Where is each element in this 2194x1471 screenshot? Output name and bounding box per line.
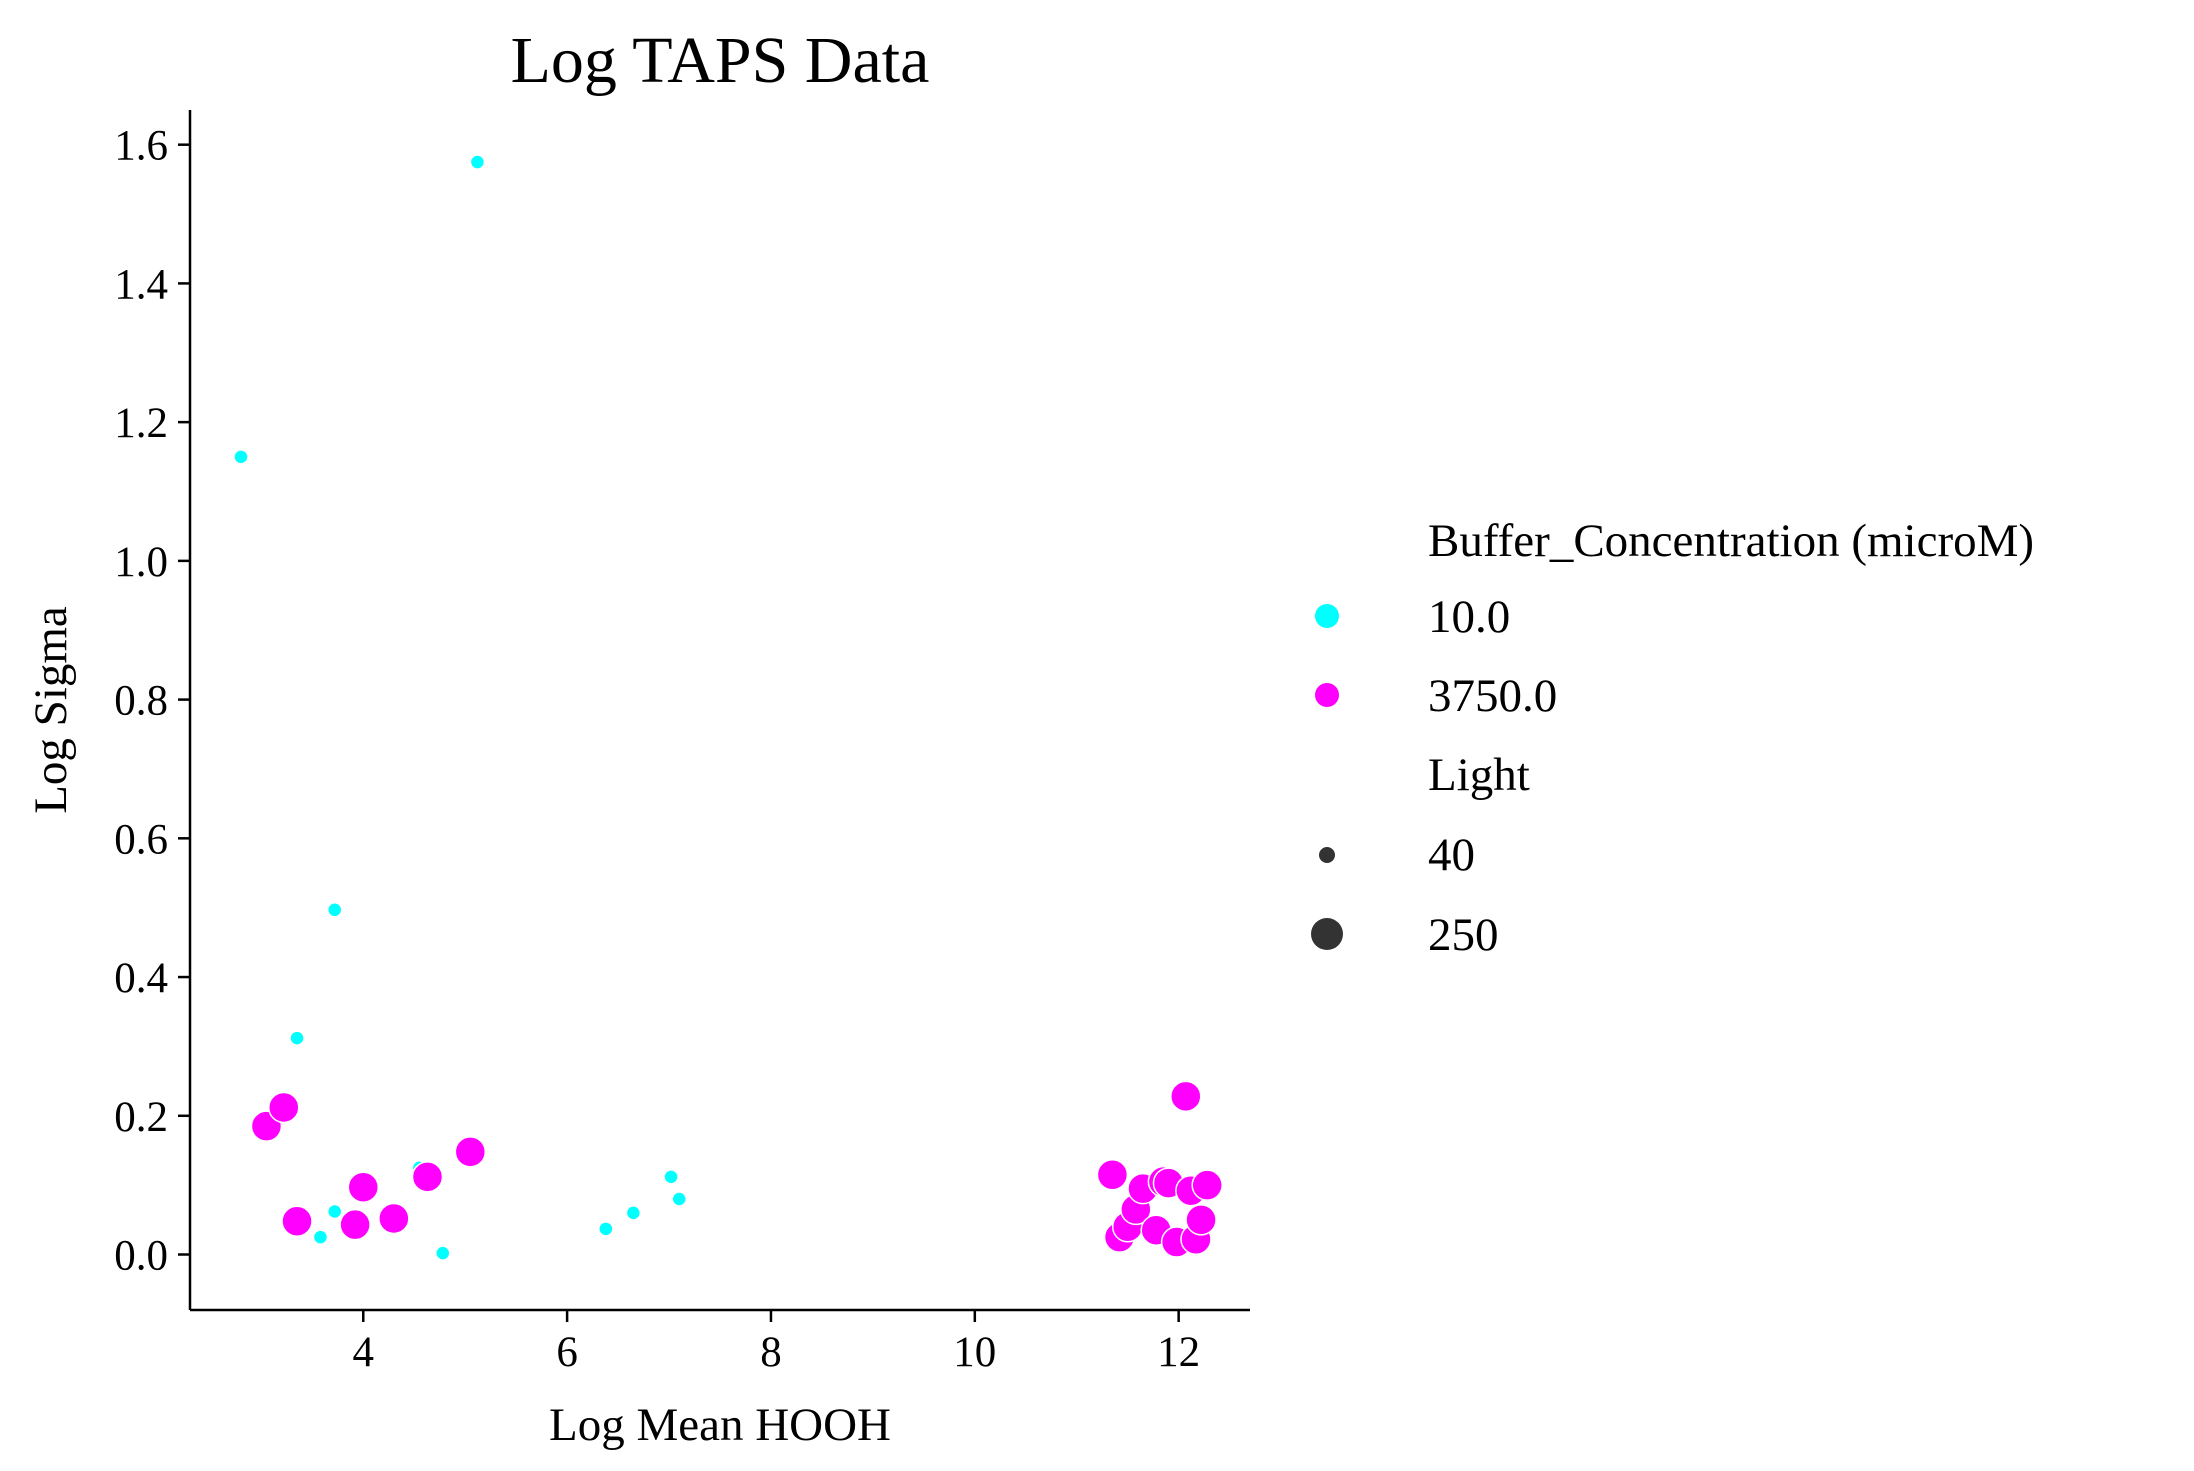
data-point (233, 449, 249, 465)
y-tick-label: 1.0 (114, 539, 168, 586)
y-tick-label: 1.4 (114, 261, 168, 308)
data-point (1191, 1169, 1223, 1201)
y-tick-label: 0.8 (114, 678, 168, 725)
x-tick-label: 6 (556, 1329, 578, 1376)
data-point (312, 1229, 329, 1245)
data-point (454, 1136, 487, 1168)
x-ticks: 4 6 8 10 12 (353, 1310, 1200, 1376)
legend-size-marker-40 (1319, 847, 1335, 863)
legend-size-marker-250 (1311, 918, 1343, 950)
data-point (1096, 1158, 1129, 1191)
x-axis-label: Log Mean HOOH (549, 1399, 891, 1451)
y-ticks: 0.0 0.2 0.4 0.6 0.8 1.0 1.2 1.4 1.6 (114, 123, 190, 1280)
data-point (378, 1202, 410, 1235)
data-point (339, 1208, 371, 1241)
data-points (233, 154, 1223, 1261)
data-point (411, 1161, 444, 1193)
legend-size-title: Light (1428, 749, 1530, 801)
legend-hue-title: Buffer_Concentration (microM) (1428, 515, 2034, 567)
data-point (268, 1091, 300, 1124)
data-point (469, 154, 486, 170)
legend-size-label-40: 40 (1428, 829, 1475, 881)
data-point (326, 902, 343, 918)
data-point (347, 1171, 380, 1203)
data-point (281, 1205, 313, 1237)
y-tick-label: 0.6 (114, 816, 168, 863)
legend-marker-10 (1315, 604, 1339, 628)
y-axis-label: Log Sigma (25, 606, 77, 814)
legend-marker-3750 (1315, 683, 1339, 707)
x-tick-label: 10 (953, 1329, 996, 1376)
legend-label-3750: 3750.0 (1428, 670, 1557, 722)
legend-label-10: 10.0 (1428, 591, 1510, 643)
y-tick-label: 0.2 (114, 1094, 168, 1141)
x-tick-label: 12 (1157, 1329, 1200, 1376)
y-tick-label: 0.0 (114, 1233, 168, 1280)
y-tick-label: 1.2 (114, 400, 168, 447)
data-point (598, 1221, 614, 1237)
data-point (435, 1245, 451, 1261)
legend: Buffer_Concentration (microM) 10.0 3750.… (1311, 515, 2034, 961)
plot-area: 4 6 8 10 12 0.0 0.2 0.4 0.6 0.8 1.0 1.2 1.4 1.6 (114, 110, 1250, 1376)
data-point (1185, 1204, 1217, 1236)
y-tick-label: 1.6 (114, 123, 168, 170)
legend-size-label-250: 250 (1428, 909, 1499, 961)
y-tick-label: 0.4 (114, 955, 168, 1002)
data-point (326, 1203, 343, 1220)
x-tick-label: 4 (353, 1329, 375, 1376)
data-point (625, 1205, 642, 1221)
data-point (1170, 1080, 1202, 1113)
x-tick-label: 8 (760, 1329, 782, 1376)
chart-title: Log TAPS Data (511, 24, 930, 97)
data-point (289, 1030, 305, 1046)
data-point (663, 1169, 679, 1185)
data-point (671, 1191, 687, 1207)
